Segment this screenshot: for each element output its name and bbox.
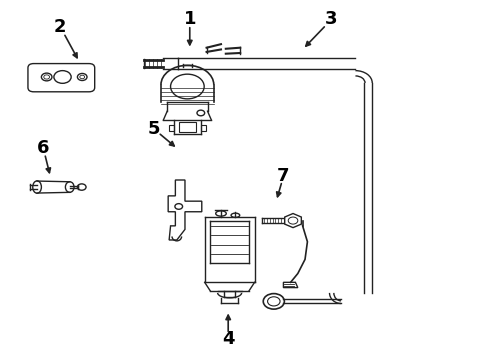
Text: 2: 2 [54,18,66,36]
Text: 4: 4 [222,330,234,348]
Text: 5: 5 [147,120,160,138]
Text: 1: 1 [184,10,196,28]
Text: 7: 7 [277,167,290,185]
Text: 3: 3 [325,10,338,28]
Text: 6: 6 [37,139,49,157]
